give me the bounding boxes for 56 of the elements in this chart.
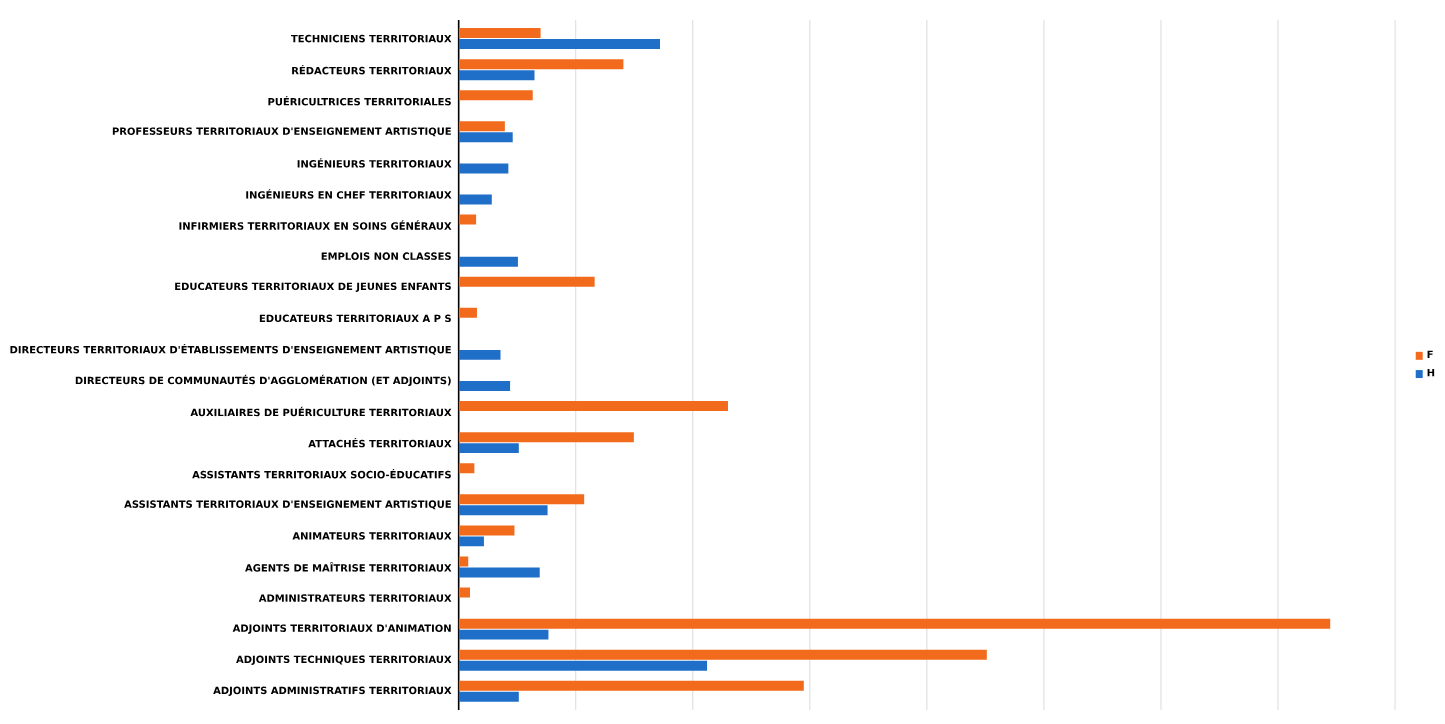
y-tick-label: INGÉNIEURS TERRITORIAUX (297, 158, 452, 168)
y-tick-label: EDUCATEURS TERRITORIAUX DE JEUNES ENFANTS (175, 282, 451, 293)
bar (458, 256, 518, 267)
bar (458, 90, 533, 101)
bar (458, 681, 804, 691)
y-tick-label: EMPLOIS NON CLASSES (321, 252, 451, 261)
y-tick-label: ADJOINTS TECHNIQUES TERRITORIAUX (236, 655, 452, 666)
y-tick-label: ASSISTANTS TERRITORIAUX SOCIO-ÉDUCATIFS (192, 469, 451, 479)
y-tick-label: ADJOINTS TERRITORIAUX D'ANIMATION (232, 624, 451, 635)
bar (458, 567, 540, 578)
bar (458, 443, 519, 454)
bar (458, 59, 624, 70)
bar (458, 39, 660, 50)
bar (458, 401, 728, 412)
bar (458, 308, 477, 319)
bar (458, 494, 585, 505)
bar (458, 525, 515, 536)
bar (458, 276, 595, 287)
legend-label: F (1427, 350, 1433, 359)
bar (458, 70, 535, 81)
bar (458, 649, 987, 660)
bar (458, 214, 477, 225)
bar (458, 556, 469, 567)
bar (458, 463, 475, 474)
bar (458, 350, 501, 361)
y-tick-label: ADJOINTS ADMINISTRATIFS TERRITORIAUX (213, 686, 452, 697)
bar (458, 194, 492, 205)
bar (458, 121, 505, 132)
y-tick-label: PROFESSEURS TERRITORIAUX D'ENSEIGNEMENT ARTISTIQUE (112, 127, 451, 137)
bar (458, 618, 1331, 629)
bar (458, 505, 548, 516)
y-tick-label: EDUCATEURS TERRITORIAUX A P S (259, 314, 451, 323)
y-tick-label: DIRECTEURS TERRITORIAUX D'ÉTABLISSEMENTS D'ENSEIGNEMENT ARTISTIQUE (10, 344, 451, 355)
y-tick-label: INFIRMIERS TERRITORIAUX EN SOINS GÉNÉRAUX (179, 220, 452, 230)
y-tick-label: AGENTS DE MAÎTRISE TERRITORIAUX (245, 562, 452, 572)
bar (458, 629, 549, 640)
legend-label: H (1427, 369, 1435, 377)
y-tick-label: PUÉRICULTRICES TERRITORIALES (268, 96, 451, 106)
bar (458, 432, 634, 443)
y-tick-label: INGÉNIEURS EN CHEF TERRITORIAUX (246, 189, 452, 199)
bar (458, 660, 708, 671)
y-tick-label: ASSISTANTS TERRITORIAUX D'ENSEIGNEMENT ARTISTIQUE (124, 500, 451, 510)
y-tick-label: TECHNICIENS TERRITORIAUX (290, 34, 452, 43)
bar (458, 691, 519, 702)
bar (458, 587, 470, 598)
bar (458, 163, 509, 174)
bar (458, 536, 484, 547)
bar (458, 381, 511, 392)
y-tick-label: ADMINISTRATEURS TERRITORIAUX (258, 594, 452, 603)
y-tick-label: DIRECTEURS DE COMMUNAUTÉS D'AGGLOMÉRATION (ET ADJOINTS) (75, 375, 451, 387)
y-tick-label: AUXILIAIRES DE PUÉRICULTURE TERRITORIAUX (190, 407, 452, 417)
bar (458, 28, 541, 39)
y-tick-label: ANIMATEURS TERRITORIAUX (292, 532, 452, 540)
y-tick-label: ATTACHÉS TERRITORIAUX (308, 438, 452, 448)
y-tick-label: RÉDACTEURS TERRITORIAUX (292, 65, 452, 75)
bar (458, 132, 513, 143)
